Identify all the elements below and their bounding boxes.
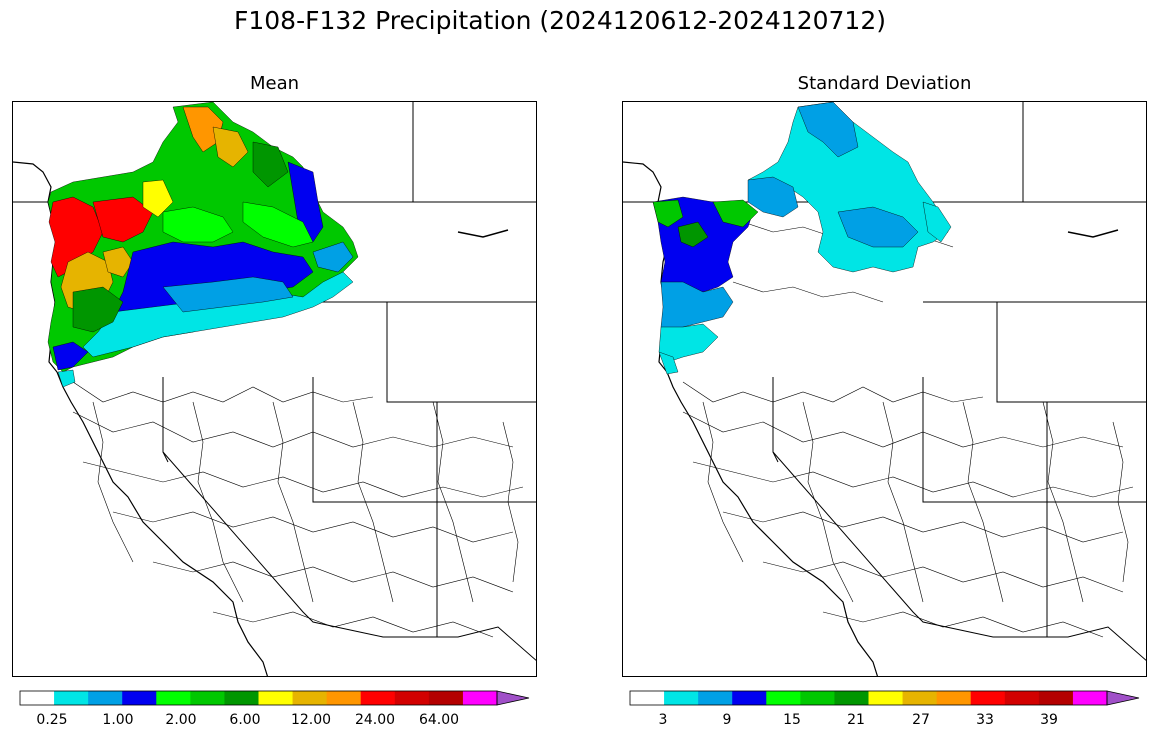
colorbar-cell <box>1004 691 1040 705</box>
colorbar-cell <box>462 691 498 705</box>
std-map <box>622 101 1147 677</box>
mean-tick-label: 0.25 <box>36 712 68 728</box>
mean-colorbar-outline <box>19 690 498 706</box>
colorbar-cell <box>292 691 328 705</box>
mean-tick-label: 1.00 <box>102 712 134 728</box>
colorbar-cell <box>20 691 55 705</box>
colorbar-cell <box>732 691 767 705</box>
colorbar-cell <box>936 691 972 705</box>
colorbar-cell <box>698 691 733 705</box>
std-colorbar-cells <box>630 691 1108 705</box>
std-tick-label: 27 <box>912 712 930 728</box>
std-tick-label: 33 <box>976 712 994 728</box>
colorbar-cell <box>868 691 904 705</box>
std-map-svg <box>623 102 1146 676</box>
colorbar-cell <box>360 691 396 705</box>
colorbar-cell <box>970 691 1006 705</box>
colorbar-cell <box>1072 691 1108 705</box>
figure-title: F108-F132 Precipitation (2024120612-2024… <box>233 6 886 35</box>
mean-map <box>12 101 537 677</box>
colorbar-cell <box>1038 691 1074 705</box>
std-tick-label: 9 <box>722 712 732 728</box>
std-colorbar-extend-arrow <box>1106 690 1140 706</box>
std-panel-title: Standard Deviation <box>797 73 972 94</box>
colorbar-cell <box>630 691 665 705</box>
std-precip-fill <box>652 102 952 375</box>
colorbar-cell <box>800 691 835 705</box>
std-tick-label: 39 <box>1040 712 1058 728</box>
mean-precip-fill <box>47 102 359 388</box>
mean-map-svg <box>13 102 536 676</box>
colorbar-cell <box>326 691 362 705</box>
std-colorbar <box>629 690 1140 706</box>
std-tick-label: 15 <box>783 712 801 728</box>
mean-tick-label: 2.00 <box>165 712 197 728</box>
mean-tick-label: 12.00 <box>290 712 332 728</box>
colorbar-cell <box>664 691 699 705</box>
colorbar-cell <box>766 691 801 705</box>
mean-colorbar-cells <box>20 691 498 705</box>
std-tick-label: 3 <box>658 712 668 728</box>
std-colorbar-outline <box>629 690 1108 706</box>
colorbar-cell <box>122 691 157 705</box>
std-tick-label: 21 <box>847 712 865 728</box>
colorbar-cell <box>902 691 938 705</box>
colorbar-cell <box>190 691 225 705</box>
mean-tick-label: 6.00 <box>229 712 261 728</box>
mean-panel-title: Mean <box>249 73 300 94</box>
mean-colorbar <box>19 690 530 706</box>
colorbar-cell <box>394 691 430 705</box>
colorbar-cell <box>834 691 869 705</box>
colorbar-cell <box>156 691 191 705</box>
colorbar-cell <box>224 691 259 705</box>
colorbar-cell <box>54 691 89 705</box>
colorbar-cell <box>258 691 294 705</box>
mean-colorbar-extend-arrow <box>496 690 530 706</box>
mean-tick-label: 24.00 <box>354 712 396 728</box>
basin-boundaries <box>13 102 536 676</box>
colorbar-cell <box>428 691 464 705</box>
colorbar-cell <box>88 691 123 705</box>
mean-tick-label: 64.00 <box>418 712 460 728</box>
